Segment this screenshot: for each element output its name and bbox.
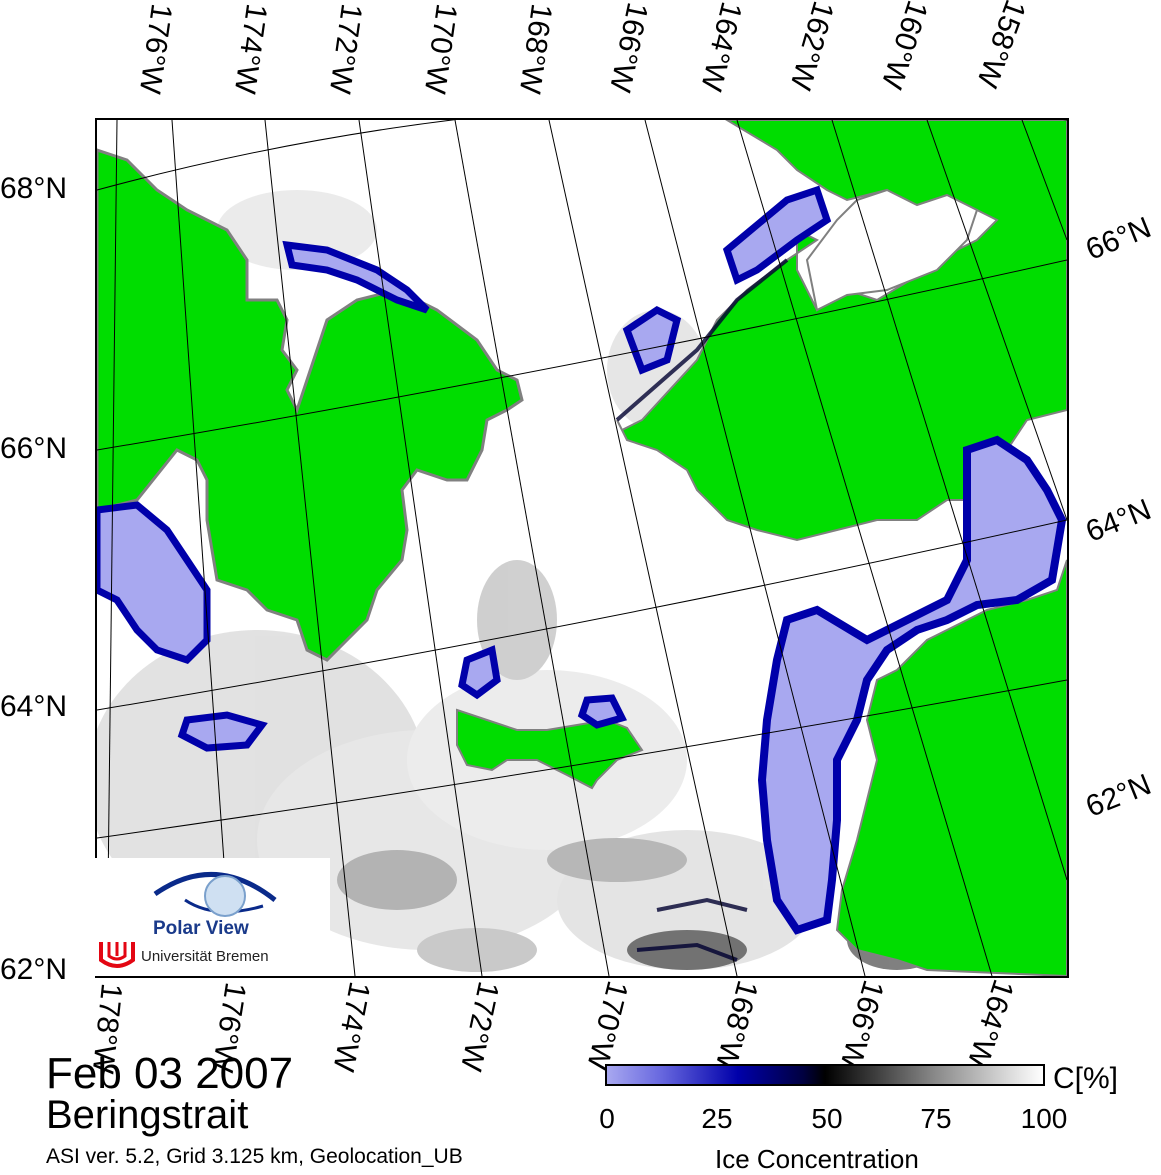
top-lon-label: 160°W bbox=[874, 0, 934, 93]
top-lon-label: 168°W bbox=[512, 1, 558, 96]
top-lon-label: 170°W bbox=[417, 1, 463, 96]
colorbar-tick: 0 bbox=[599, 1103, 615, 1134]
bottom-lon-label: 166°W bbox=[833, 976, 890, 1073]
eye-globe-icon bbox=[153, 872, 277, 917]
top-lon-label: 162°W bbox=[783, 0, 840, 94]
colorbar-title: Ice Concentration bbox=[715, 1144, 919, 1174]
top-lon-label: 176°W bbox=[132, 1, 178, 96]
left-lat-label: 62°N bbox=[0, 953, 68, 986]
top-lon-label: 166°W bbox=[602, 0, 654, 95]
bottom-lon-label: 164°W bbox=[960, 975, 1020, 1072]
top-lon-label: 164°W bbox=[694, 0, 748, 95]
date-title: Feb 03 2007 bbox=[46, 1049, 294, 1098]
bottom-lon-label: 172°W bbox=[453, 978, 505, 1074]
bottom-lon-label: 168°W bbox=[708, 976, 764, 1073]
top-lon-label: 158°W bbox=[969, 0, 1032, 92]
land-st-lawrence bbox=[456, 708, 644, 790]
region-title: Beringstrait bbox=[46, 1093, 249, 1137]
top-lon-label: 172°W bbox=[322, 1, 368, 96]
logo-name: Polar View bbox=[153, 918, 249, 939]
graticule bbox=[97, 120, 1067, 976]
top-lon-label: 174°W bbox=[227, 1, 273, 96]
logo-institution: Universität Bremen bbox=[141, 948, 269, 965]
map-canvas bbox=[97, 120, 1067, 976]
bremen-emblem-icon bbox=[99, 942, 135, 968]
ice-haze bbox=[97, 190, 947, 972]
colorbar bbox=[605, 1064, 1045, 1086]
bottom-lon-label: 170°W bbox=[580, 977, 634, 1074]
colorbar-tick: 100 bbox=[1020, 1103, 1068, 1134]
left-lat-label: 68°N bbox=[0, 172, 68, 205]
colorbar-tick: 75 bbox=[920, 1103, 952, 1134]
right-lat-label: 66°N bbox=[1081, 211, 1156, 267]
left-lat-label: 64°N bbox=[0, 690, 68, 723]
colorbar-unit: C[%] bbox=[1053, 1062, 1119, 1095]
map-panel bbox=[95, 118, 1069, 978]
colorbar-tick: 25 bbox=[701, 1103, 733, 1134]
land-chukotka bbox=[97, 148, 524, 662]
right-lat-label: 62°N bbox=[1081, 768, 1156, 824]
left-lat-label: 66°N bbox=[0, 432, 68, 465]
ice-patches bbox=[97, 185, 832, 752]
processing-info: ASI ver. 5.2, Grid 3.125 km, Geolocation… bbox=[46, 1145, 463, 1168]
colorbar-tick: 50 bbox=[811, 1103, 843, 1134]
ice-dark-rims bbox=[615, 258, 789, 962]
right-lat-label: 64°N bbox=[1081, 493, 1156, 549]
land-alaska-south bbox=[835, 559, 1067, 976]
polar-view-logo: Polar View Universität Bremen bbox=[95, 858, 330, 976]
bottom-lon-label: 174°W bbox=[326, 979, 376, 1075]
ice-norton-sound bbox=[757, 435, 1067, 935]
